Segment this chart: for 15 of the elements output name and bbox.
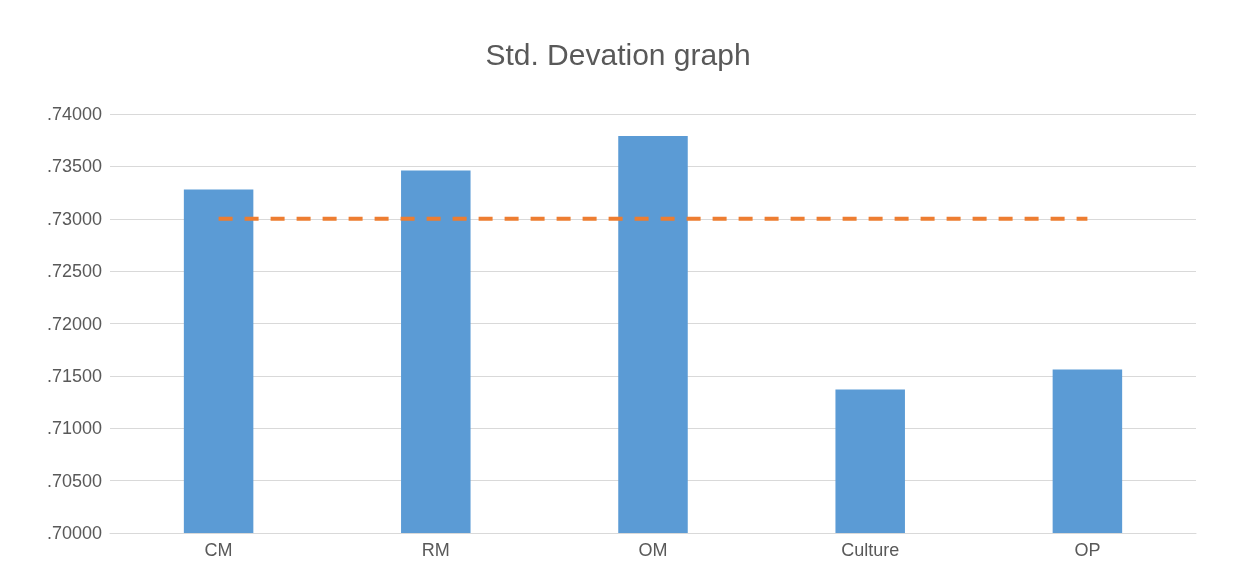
x-tick-label: Culture (841, 540, 900, 560)
y-tick-label: .70000 (46, 523, 102, 543)
y-tick-label: .72500 (46, 261, 102, 282)
y-tick-label: .73500 (46, 156, 102, 177)
y-tick-label: .72000 (46, 313, 102, 334)
x-tick-label: OP (1074, 540, 1101, 560)
y-tick-label: .71000 (46, 418, 102, 439)
x-tick-label: OM (638, 540, 668, 560)
y-tick-label: .70500 (46, 470, 102, 491)
y-tick-label: .71500 (46, 365, 102, 386)
x-tick-label: RM (421, 540, 450, 560)
y-tick-label: .74000 (46, 104, 102, 124)
chart-title: Std. Devation graph (485, 37, 751, 71)
y-tick-label: .73000 (46, 208, 102, 229)
x-tick-label: CM (204, 540, 233, 560)
